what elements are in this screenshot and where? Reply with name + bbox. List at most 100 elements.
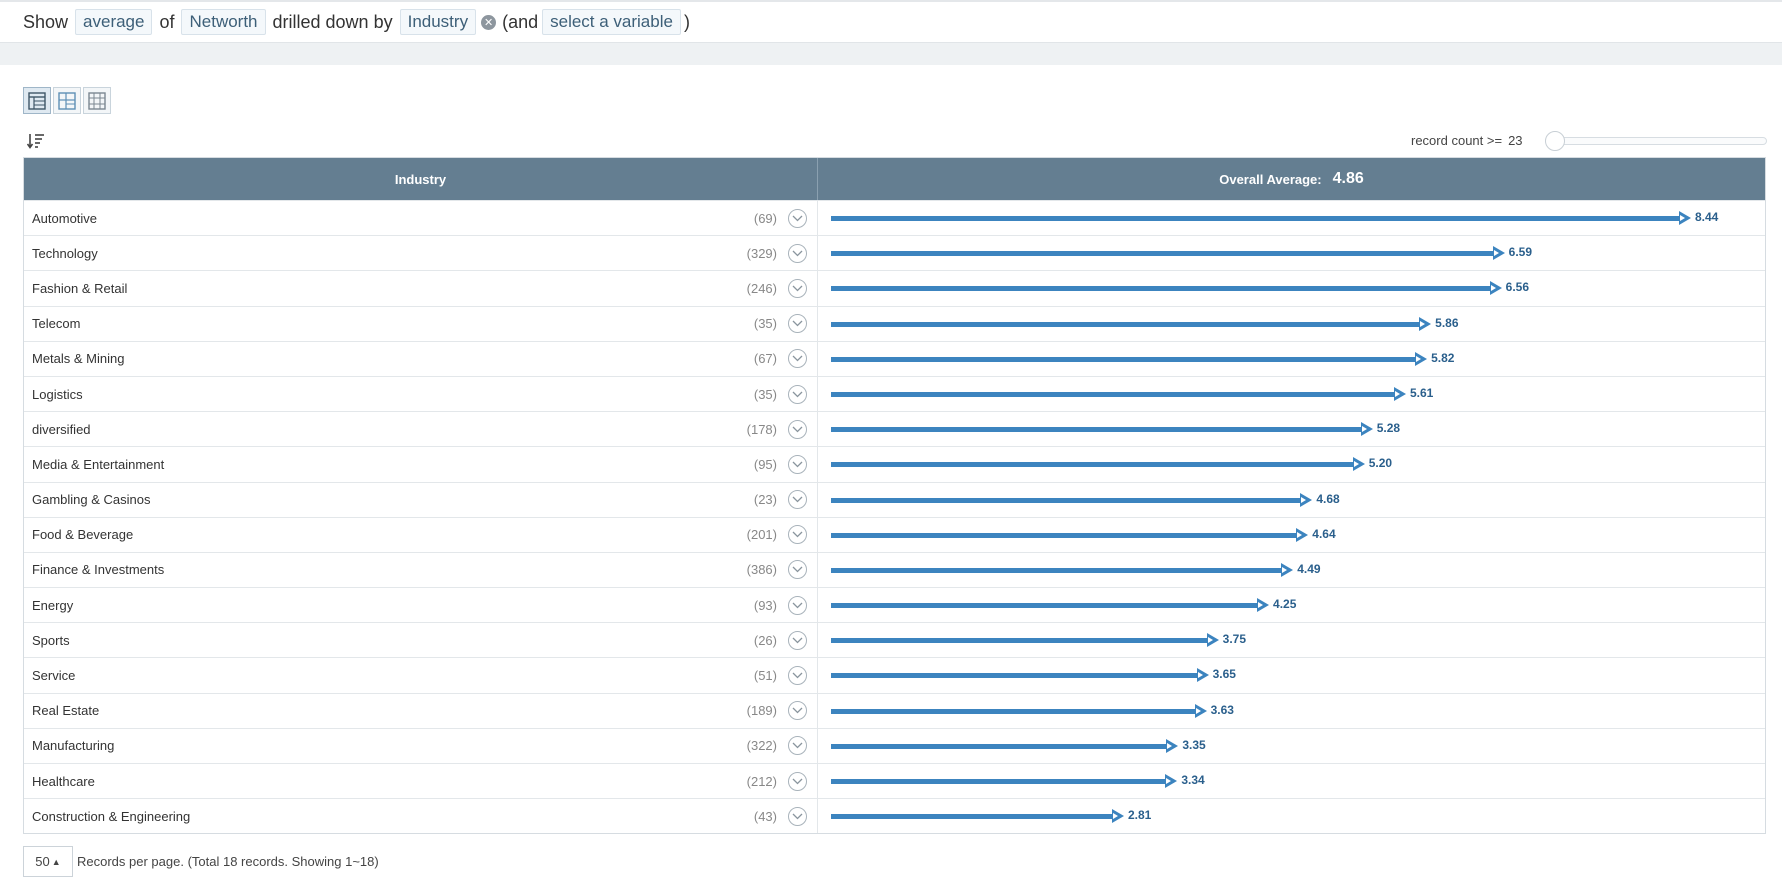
average-cell: 6.59 bbox=[818, 236, 1765, 270]
value-bar bbox=[831, 216, 1681, 221]
value-label: 5.86 bbox=[1435, 315, 1459, 330]
record-count-slider[interactable] bbox=[1545, 131, 1767, 151]
record-count: (246) bbox=[746, 280, 777, 296]
expand-chevron-icon[interactable] bbox=[788, 314, 807, 334]
table-row[interactable]: Healthcare (212) 3.34 bbox=[24, 763, 1765, 799]
remove-dimension-icon[interactable]: ✕ bbox=[481, 14, 497, 30]
expand-chevron-icon[interactable] bbox=[788, 771, 807, 791]
industry-cell: Healthcare (212) bbox=[24, 764, 818, 799]
expand-chevron-icon[interactable] bbox=[788, 806, 807, 826]
industry-name: Telecom bbox=[32, 316, 81, 332]
table-row[interactable]: Service (51) 3.65 bbox=[24, 657, 1765, 693]
average-cell: 2.81 bbox=[818, 799, 1765, 833]
slider-track[interactable] bbox=[1545, 137, 1767, 145]
average-cell: 3.34 bbox=[818, 764, 1765, 798]
industry-name: Automotive bbox=[32, 210, 98, 226]
table-row[interactable]: Energy (93) 4.25 bbox=[24, 587, 1765, 623]
close-paren: ) bbox=[683, 11, 690, 32]
caret-up-icon: ▲ bbox=[51, 856, 61, 867]
record-count: (67) bbox=[753, 351, 777, 367]
table-row[interactable]: Construction & Engineering (43) 2.81 bbox=[24, 798, 1765, 834]
value-label: 5.28 bbox=[1376, 421, 1401, 436]
record-count: (386) bbox=[746, 562, 777, 578]
toolbar-separator bbox=[0, 43, 1782, 65]
value-label: 3.35 bbox=[1182, 737, 1206, 752]
pagination: 50 ▲ Records per page. (Total 18 records.… bbox=[23, 846, 379, 877]
industry-column-header[interactable]: Industry bbox=[24, 158, 818, 200]
industry-cell: Energy (93) bbox=[24, 588, 818, 623]
expand-chevron-icon[interactable] bbox=[788, 419, 807, 439]
expand-chevron-icon[interactable] bbox=[788, 454, 807, 474]
per-page-selector[interactable]: 50 ▲ bbox=[23, 846, 73, 877]
table-row[interactable]: Logistics (35) 5.61 bbox=[24, 375, 1765, 412]
industry-name: Healthcare bbox=[32, 773, 95, 789]
expand-chevron-icon[interactable] bbox=[788, 525, 807, 545]
dimension-selector[interactable]: Industry bbox=[399, 9, 477, 35]
expand-chevron-icon[interactable] bbox=[788, 349, 807, 369]
table-row[interactable]: Metals & Mining (67) 5.82 bbox=[24, 340, 1765, 376]
tree-view-button[interactable] bbox=[53, 87, 81, 114]
table-row[interactable]: Automotive (69) 8.44 bbox=[24, 200, 1765, 236]
average-cell: 3.75 bbox=[818, 623, 1765, 657]
table-row[interactable]: Manufacturing (322) 3.35 bbox=[24, 727, 1765, 763]
value-bar bbox=[831, 251, 1495, 257]
value-bar bbox=[831, 286, 1492, 292]
industry-cell: Food & Beverage (201) bbox=[24, 517, 818, 552]
value-bar bbox=[831, 532, 1299, 538]
expand-chevron-icon[interactable] bbox=[788, 208, 807, 228]
table-row[interactable]: Food & Beverage (201) 4.64 bbox=[24, 516, 1765, 552]
measure-selector[interactable]: Networth bbox=[181, 9, 266, 35]
table-row[interactable]: Gambling & Casinos (23) 4.68 bbox=[24, 481, 1765, 517]
table-view-button[interactable] bbox=[23, 87, 51, 114]
aggregate-selector[interactable]: average bbox=[75, 9, 153, 35]
expand-chevron-icon[interactable] bbox=[788, 595, 807, 615]
bar-arrow-inner bbox=[1353, 461, 1359, 468]
value-label: 6.56 bbox=[1505, 280, 1530, 295]
average-cell: 3.63 bbox=[818, 694, 1765, 728]
table-row[interactable]: Sports (26) 3.75 bbox=[24, 622, 1765, 658]
value-bar bbox=[831, 427, 1363, 433]
table-row[interactable]: Technology (329) 6.59 bbox=[24, 235, 1765, 271]
bar-arrow-inner bbox=[1490, 285, 1496, 292]
record-count: (189) bbox=[746, 703, 777, 719]
average-cell: 4.64 bbox=[818, 518, 1765, 552]
table-row[interactable]: diversified (178) 5.28 bbox=[24, 411, 1765, 447]
average-cell: 3.65 bbox=[818, 658, 1765, 692]
table-row[interactable]: Fashion & Retail (246) 6.56 bbox=[24, 270, 1765, 306]
table-header: Industry Overall Average: 4.86 bbox=[24, 158, 1765, 200]
expand-chevron-icon[interactable] bbox=[788, 701, 807, 721]
pivot-view-button[interactable] bbox=[83, 87, 111, 114]
value-bar bbox=[831, 779, 1168, 784]
value-label: 5.61 bbox=[1409, 385, 1434, 400]
value-bar bbox=[831, 391, 1396, 397]
expand-chevron-icon[interactable] bbox=[788, 490, 807, 510]
expand-chevron-icon[interactable] bbox=[788, 736, 807, 756]
industry-name: Gambling & Casinos bbox=[32, 492, 151, 508]
drilled-label: drilled down by bbox=[272, 11, 393, 32]
expand-chevron-icon[interactable] bbox=[788, 278, 807, 298]
select-variable-selector[interactable]: select a variable bbox=[542, 9, 681, 35]
value-label: 4.64 bbox=[1312, 526, 1336, 541]
average-cell: 6.56 bbox=[818, 271, 1765, 305]
bar-arrow-icon bbox=[1257, 598, 1270, 613]
slider-thumb[interactable] bbox=[1545, 131, 1565, 151]
table-row[interactable]: Real Estate (189) 3.63 bbox=[24, 692, 1765, 728]
record-count: (201) bbox=[746, 527, 777, 543]
expand-chevron-icon[interactable] bbox=[788, 630, 807, 650]
bar-arrow-icon bbox=[1360, 422, 1373, 437]
expand-chevron-icon[interactable] bbox=[788, 666, 807, 686]
value-label: 3.75 bbox=[1222, 632, 1247, 647]
average-cell: 8.44 bbox=[818, 201, 1765, 235]
sort-icon[interactable] bbox=[27, 132, 45, 150]
table-row[interactable]: Finance & Investments (386) 4.49 bbox=[24, 551, 1765, 588]
industry-name: Finance & Investments bbox=[32, 562, 165, 578]
expand-chevron-icon[interactable] bbox=[788, 243, 807, 263]
value-label: 2.81 bbox=[1127, 808, 1152, 823]
average-cell: 5.61 bbox=[818, 377, 1765, 411]
table-row[interactable]: Media & Entertainment (95) 5.20 bbox=[24, 446, 1765, 482]
bar-arrow-inner bbox=[1297, 531, 1303, 538]
show-label: Show bbox=[23, 11, 69, 32]
expand-chevron-icon[interactable] bbox=[788, 384, 807, 404]
table-row[interactable]: Telecom (35) 5.86 bbox=[24, 305, 1765, 341]
expand-chevron-icon[interactable] bbox=[788, 560, 807, 580]
